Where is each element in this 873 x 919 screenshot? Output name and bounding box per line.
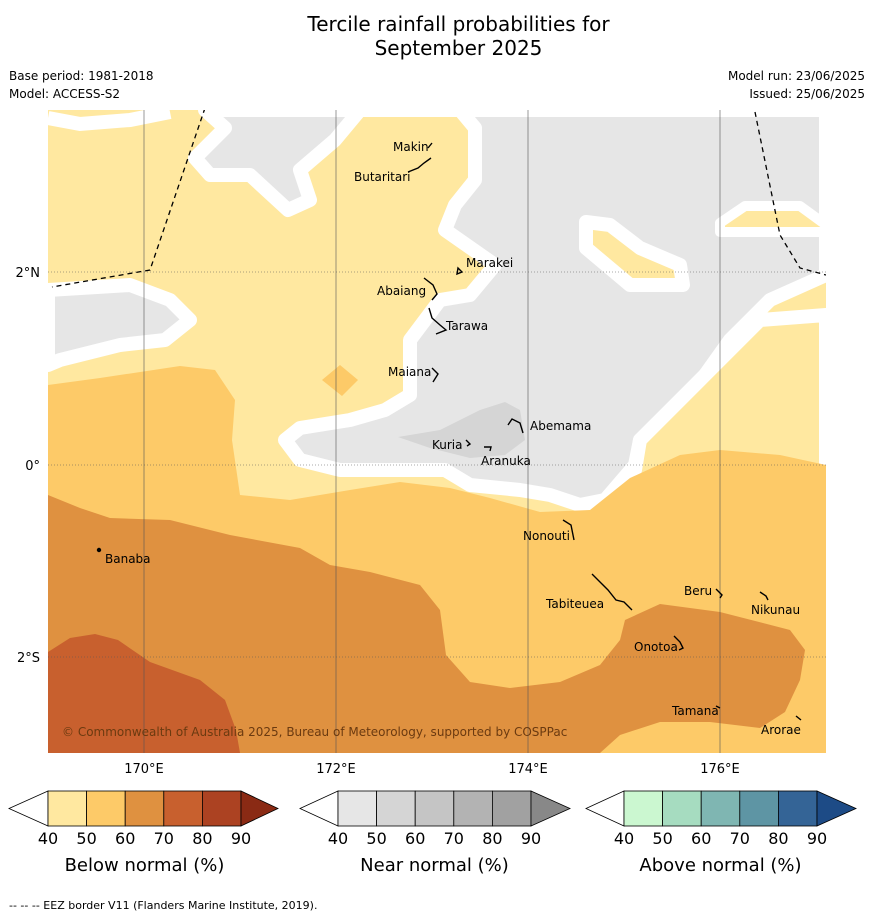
eez-border xyxy=(51,110,826,288)
model-name: Model: ACCESS-S2 xyxy=(9,87,121,101)
colorbar-swatch xyxy=(124,790,165,827)
graticule xyxy=(48,110,826,753)
colorbar-swatch xyxy=(662,790,702,827)
island-label-arorae: Arorae xyxy=(761,723,801,737)
colorbar-tick-label: 70 xyxy=(730,829,750,848)
island-label-tabiteuea: Tabiteuea xyxy=(545,597,604,611)
colorbar-swatch xyxy=(376,790,416,827)
below-normal-60-70-region xyxy=(48,495,805,753)
colorbar-high-extend xyxy=(240,790,279,827)
colorbar-tick-label: 80 xyxy=(192,829,212,848)
colorbar-tick-label: 90 xyxy=(231,829,251,848)
title-line-2: September 2025 xyxy=(374,36,543,60)
colorbar-high-extend xyxy=(530,790,571,827)
title-line-1: Tercile rainfall probabilities for xyxy=(307,12,610,36)
map-panel: Makin Butaritari Marakei Abaiang Tarawa … xyxy=(48,110,826,753)
colorbars: 40 50 60 70 80 90 Below normal (%) 40 50 60 70 80 90… xyxy=(8,790,857,876)
colorbar-tick-label: 50 xyxy=(652,829,672,848)
lon-label-176e: 176°E xyxy=(700,762,740,777)
colorbar-2: 40 50 60 70 80 90 Near normal (%) xyxy=(299,790,571,876)
colorbar-title: Below normal (%) xyxy=(65,855,225,876)
island-label-abaiang: Abaiang xyxy=(377,284,426,298)
near-normal-region-west xyxy=(48,278,197,372)
colorbar-swatch xyxy=(47,790,87,827)
colorbar-swatch xyxy=(491,790,532,827)
island-label-tamana: Tamana xyxy=(671,704,719,718)
island-label-makin: Makin xyxy=(393,140,429,154)
lon-label-172e: 172°E xyxy=(316,762,356,777)
lon-label-174e: 174°E xyxy=(508,762,548,777)
colorbar-swatch xyxy=(337,790,377,827)
colorbar-tick-label: 50 xyxy=(76,829,96,848)
colorbar-tick-label: 90 xyxy=(521,829,541,848)
island-labels: Makin Butaritari Marakei Abaiang Tarawa … xyxy=(105,140,801,737)
colorbar-title: Near normal (%) xyxy=(360,855,509,876)
colorbar-3: 40 50 60 70 80 90 Above normal (%) xyxy=(585,790,857,876)
colorbar-tick-label: 70 xyxy=(154,829,174,848)
colorbar-tick-label: 40 xyxy=(328,829,348,848)
colorbar-swatch xyxy=(414,790,455,827)
colorbar-swatch xyxy=(778,790,818,827)
colorbar-tick-label: 80 xyxy=(482,829,502,848)
lat-label-0: 0° xyxy=(25,459,40,474)
lon-label-170e: 170°E xyxy=(124,762,164,777)
colorbar-high-extend xyxy=(816,790,857,827)
colorbar-low-extend xyxy=(585,790,625,827)
below-normal-50-60-blob xyxy=(322,365,358,396)
base-period: Base period: 1981-2018 xyxy=(9,69,154,83)
colorbar-tick-label: 40 xyxy=(38,829,58,848)
island-label-banaba: Banaba xyxy=(105,552,151,566)
axis-labels: 170°E 172°E 174°E 176°E 2°N 0° 2°S xyxy=(16,266,740,777)
island-shapes xyxy=(96,142,802,721)
top-left-border xyxy=(48,110,172,132)
colorbar-tick-label: 80 xyxy=(768,829,788,848)
colorbar-swatch xyxy=(86,790,126,827)
lat-label-2s: 2°S xyxy=(17,651,40,666)
below-normal-pocket xyxy=(579,215,690,292)
colorbar-tick-label: 70 xyxy=(444,829,464,848)
island-label-maiana: Maiana xyxy=(388,365,431,379)
copyright-note: © Commonwealth of Australia 2025, Bureau… xyxy=(62,725,567,739)
near-normal-50-60-region xyxy=(398,402,525,458)
meta-right: Model run: 23/06/2025 Issued: 25/06/2025 xyxy=(728,67,865,103)
colorbar-title: Above normal (%) xyxy=(639,855,801,876)
colorbar-1: 40 50 60 70 80 90 Below normal (%) xyxy=(8,790,279,876)
island-label-onotoa: Onotoa xyxy=(634,640,678,654)
model-run: Model run: 23/06/2025 xyxy=(727,69,865,83)
colorbar-swatch xyxy=(739,790,779,827)
island-label-butaritari: Butaritari xyxy=(354,170,411,184)
colorbar-swatch xyxy=(201,790,242,827)
island-label-kuria: Kuria xyxy=(432,438,463,452)
colorbar-low-extend xyxy=(8,790,49,827)
island-label-marakei: Marakei xyxy=(466,256,513,270)
colorbar-swatch xyxy=(163,790,203,827)
colorbar-swatch xyxy=(623,790,663,827)
island-label-tarawa: Tarawa xyxy=(445,319,488,333)
issued-date: Issued: 25/06/2025 xyxy=(749,87,865,101)
colorbar-swatch xyxy=(700,790,741,827)
colorbar-swatch xyxy=(453,790,493,827)
colorbar-tick-label: 90 xyxy=(807,829,827,848)
eez-footer-note: -- -- -- EEZ border V11 (Flanders Marine… xyxy=(9,899,318,912)
lat-label-2n: 2°N xyxy=(16,266,41,281)
island-label-abemama: Abemama xyxy=(530,419,591,433)
colorbar-low-extend xyxy=(299,790,339,827)
colorbar-tick-label: 60 xyxy=(691,829,711,848)
colorbar-tick-label: 60 xyxy=(405,829,425,848)
below-normal-pocket-ne xyxy=(715,201,826,237)
island-label-nonouti: Nonouti xyxy=(523,529,570,543)
colorbar-tick-label: 50 xyxy=(366,829,386,848)
colorbar-tick-label: 40 xyxy=(614,829,634,848)
island-label-aranuka: Aranuka xyxy=(481,454,531,468)
island-label-nikunau: Nikunau xyxy=(751,603,800,617)
map-title: Tercile rainfall probabilities for Septe… xyxy=(0,12,873,60)
colorbar-tick-label: 60 xyxy=(115,829,135,848)
island-label-beru: Beru xyxy=(684,584,712,598)
meta-left: Base period: 1981-2018 Model: ACCESS-S2 xyxy=(9,67,154,103)
